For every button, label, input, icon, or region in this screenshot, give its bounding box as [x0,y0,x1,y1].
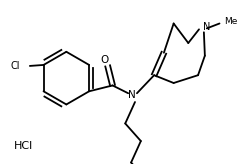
Text: HCl: HCl [14,141,33,151]
Text: O: O [101,55,109,65]
Text: N: N [128,90,136,100]
Text: N: N [203,22,210,32]
Text: Cl: Cl [11,61,20,71]
Text: Me: Me [224,17,238,26]
